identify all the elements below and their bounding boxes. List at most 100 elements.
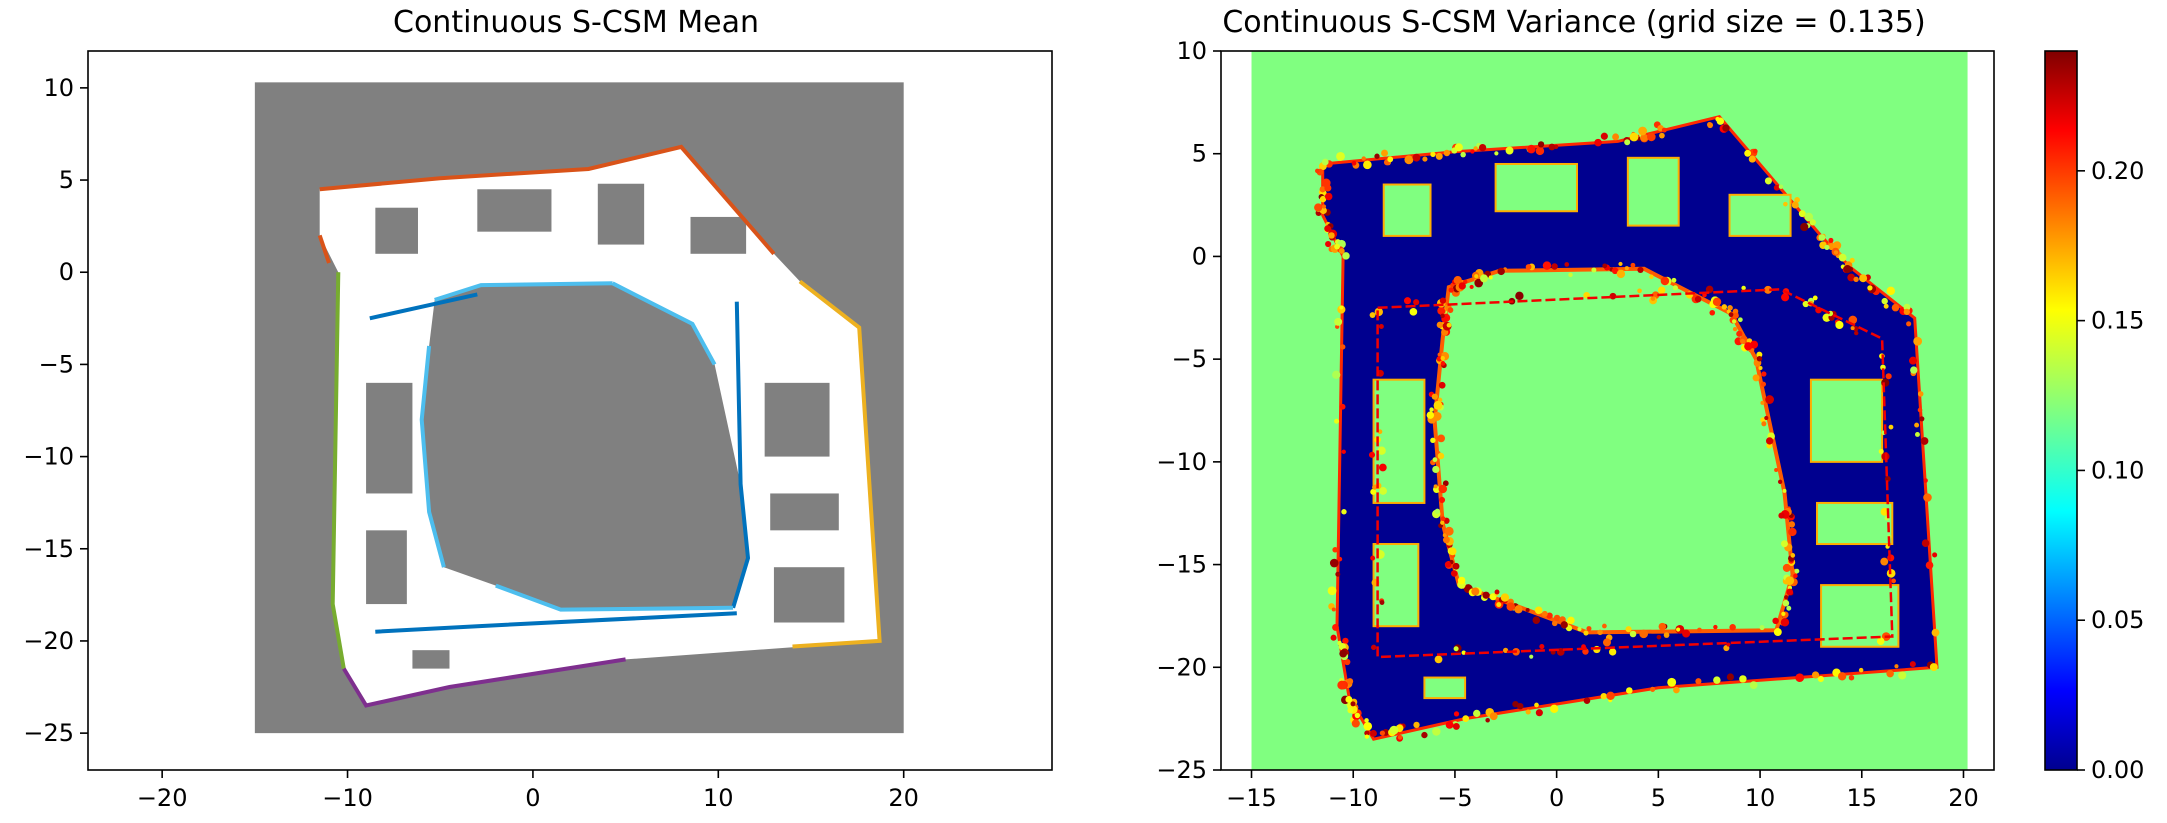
variance-speckle xyxy=(1434,508,1441,514)
variance-speckle xyxy=(1906,321,1912,327)
variance-speckle xyxy=(1516,702,1524,710)
variance-speckle xyxy=(1473,709,1481,718)
variance-speckle xyxy=(1478,143,1487,152)
variance-speckle xyxy=(1453,646,1459,652)
variance-speckle xyxy=(1537,141,1545,148)
y-tick-label: 5 xyxy=(1192,140,1207,168)
variance-speckle xyxy=(1925,561,1934,570)
variance-speckle xyxy=(1506,602,1515,611)
room-block xyxy=(1626,156,1680,227)
variance-speckle xyxy=(1663,632,1670,638)
map-boundary xyxy=(434,281,613,302)
room-block xyxy=(770,493,839,531)
variance-speckle xyxy=(1525,608,1530,613)
variance-speckle xyxy=(1564,262,1570,267)
variance-speckle xyxy=(1760,400,1765,405)
colorbar: 0.00 0.05 0.10 0.15 0.20 xyxy=(2044,50,2144,784)
x-tick-label: 15 xyxy=(1847,784,1878,812)
variance-speckle xyxy=(1790,553,1796,558)
variance-speckle xyxy=(1461,650,1466,655)
room-block xyxy=(1816,501,1894,546)
variance-speckle xyxy=(1909,661,1916,668)
variance-speckle xyxy=(1539,643,1545,650)
variance-speckle xyxy=(1534,606,1543,615)
variance-speckle xyxy=(1442,536,1450,544)
variance-speckle xyxy=(1886,286,1896,296)
variance-speckle xyxy=(1726,642,1731,647)
variance-speckle xyxy=(1454,143,1463,152)
variance-speckle xyxy=(1525,264,1532,270)
variance-speckle xyxy=(1752,374,1760,382)
variance-speckle xyxy=(1795,673,1805,683)
variance-speckle xyxy=(1656,634,1662,640)
variance-speckle xyxy=(1744,149,1752,157)
variance-speckle xyxy=(1437,434,1446,443)
inner-courtyard xyxy=(1432,266,1795,635)
variance-speckle xyxy=(1514,605,1523,614)
room-block xyxy=(773,567,845,623)
corridor-edge xyxy=(1376,288,1894,659)
variance-speckle xyxy=(1910,366,1918,374)
variance-speckle xyxy=(1442,480,1449,487)
variance-speckle xyxy=(1732,308,1739,315)
variance-speckle xyxy=(1330,634,1337,641)
variance-speckle xyxy=(1379,487,1387,495)
y-tick-label: −20 xyxy=(23,627,74,655)
variance-speckle xyxy=(1470,149,1475,154)
variance-speckle xyxy=(1440,516,1446,521)
variance-speckle xyxy=(1597,629,1603,636)
variance-speckle xyxy=(1363,721,1373,731)
variance-speckle xyxy=(1744,342,1753,351)
variance-speckle xyxy=(1315,168,1320,174)
variance-speckle xyxy=(1381,149,1388,157)
variance-speckle xyxy=(1883,303,1889,309)
variance-speckle xyxy=(1525,709,1531,715)
variance-speckle xyxy=(1319,186,1326,193)
variance-speckle xyxy=(1788,521,1796,528)
room-block xyxy=(366,530,407,605)
variance-speckle xyxy=(1361,156,1366,161)
variance-speckle xyxy=(1756,351,1763,358)
variance-speckle xyxy=(1347,707,1354,714)
variance-speckle xyxy=(1329,558,1339,568)
variance-speckle xyxy=(1314,203,1323,212)
variance-speckle xyxy=(1843,265,1852,274)
variance-speckle xyxy=(1804,212,1814,222)
variance-speckle xyxy=(1372,484,1378,490)
variance-speckle xyxy=(1929,663,1938,671)
y-tick-label: −5 xyxy=(1172,345,1207,373)
mean-panel: Continuous S-CSM Mean −20 −10 0 10 201050−5−… xyxy=(23,5,1053,812)
map-boundary xyxy=(330,272,346,669)
colorbar-gradient xyxy=(2044,50,2078,771)
y-tick-label: 5 xyxy=(59,166,74,194)
variance-speckle xyxy=(1437,452,1445,460)
variance-speckle xyxy=(1618,261,1623,267)
variance-speckle xyxy=(1364,718,1369,723)
x-tick-label: 20 xyxy=(1948,784,1979,812)
variance-speckle xyxy=(1764,285,1772,294)
variance-speckle xyxy=(1740,338,1746,344)
variance-speckle xyxy=(1453,276,1462,285)
variance-speckle xyxy=(1638,126,1647,136)
mean-plot-area xyxy=(254,82,904,734)
variance-speckle xyxy=(1325,240,1332,248)
mean-chart-title: Continuous S-CSM Mean xyxy=(393,5,759,40)
variance-speckle xyxy=(1458,282,1466,290)
variance-speckle xyxy=(1404,155,1414,165)
variance-speckle xyxy=(1378,463,1387,472)
variance-speckle xyxy=(1798,210,1806,218)
map-boundary xyxy=(342,657,626,708)
variance-speckle xyxy=(1321,158,1329,166)
variance-speckle xyxy=(1485,717,1490,723)
variance-speckle xyxy=(1482,591,1490,599)
variance-speckle xyxy=(1457,576,1466,585)
variance-speckle xyxy=(1817,675,1825,683)
colorbar-ticks: 0.00 0.05 0.10 0.15 0.20 xyxy=(2077,157,2144,784)
variance-speckle xyxy=(1919,416,1925,422)
variance-speckle xyxy=(1722,124,1730,132)
variance-speckle xyxy=(1542,261,1552,270)
variance-speckle xyxy=(1880,507,1889,516)
variance-speckle xyxy=(1331,607,1336,612)
y-tick-label: −10 xyxy=(1156,448,1207,476)
variance-speckle xyxy=(1765,437,1774,445)
